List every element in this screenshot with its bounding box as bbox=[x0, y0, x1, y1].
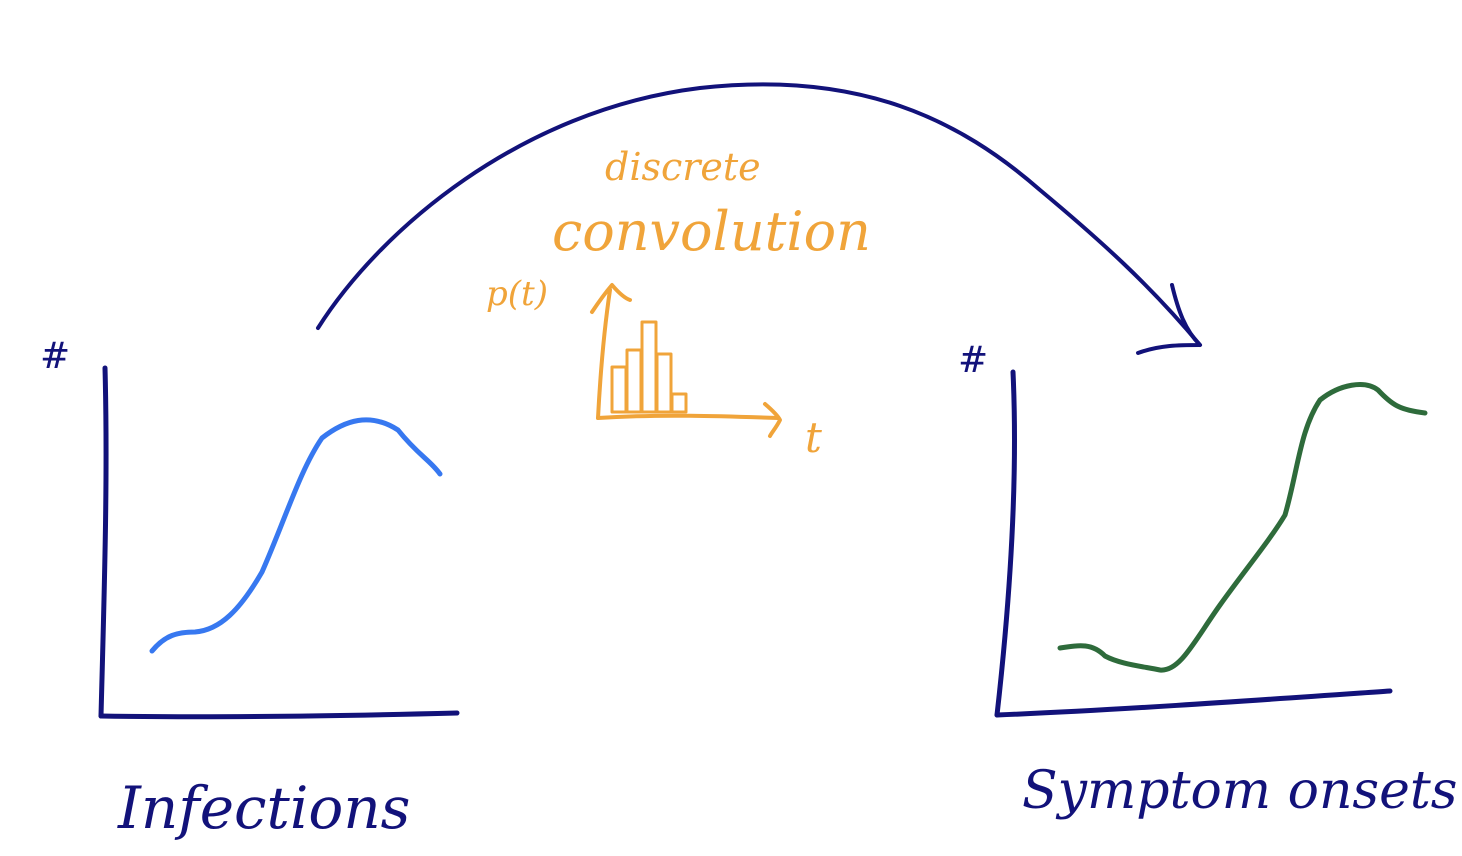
transform-arc bbox=[316, 82, 1202, 347]
onsets-y-axis bbox=[994, 369, 1018, 718]
onsets-y-symbol: # bbox=[958, 340, 988, 381]
distribution-bar-1 bbox=[610, 365, 628, 414]
convolution-title: convolution bbox=[552, 200, 871, 263]
distribution-bars bbox=[610, 320, 688, 414]
distribution-x-label: t bbox=[805, 413, 822, 462]
infections-y-symbol: # bbox=[40, 336, 70, 377]
infections-x-axis bbox=[98, 710, 460, 720]
symptom-onsets-plot: # Symptom onsets bbox=[958, 340, 1457, 821]
distribution-y-arrowhead bbox=[590, 283, 632, 314]
infections-plot: # Infections bbox=[40, 336, 460, 842]
onsets-curve bbox=[1057, 382, 1428, 673]
distribution-x-arrowhead bbox=[763, 402, 782, 438]
convolution-annotation: discrete convolution p(t) t bbox=[486, 145, 871, 462]
distribution-bar-4 bbox=[655, 352, 673, 414]
distribution-y-label: p(t) bbox=[486, 274, 548, 314]
transform-arrowhead bbox=[1136, 283, 1202, 355]
infections-curve bbox=[149, 417, 443, 654]
distribution-x-axis bbox=[596, 413, 780, 420]
infections-y-axis bbox=[98, 365, 109, 719]
distribution-bar-5 bbox=[670, 392, 688, 414]
infections-label: Infections bbox=[117, 774, 410, 842]
onsets-x-axis bbox=[994, 688, 1393, 718]
distribution-bar-3 bbox=[640, 320, 658, 414]
convolution-prefix: discrete bbox=[605, 145, 761, 189]
onsets-label: Symptom onsets bbox=[1022, 761, 1457, 821]
distribution-y-axis bbox=[596, 288, 612, 420]
distribution-bar-2 bbox=[625, 348, 643, 414]
